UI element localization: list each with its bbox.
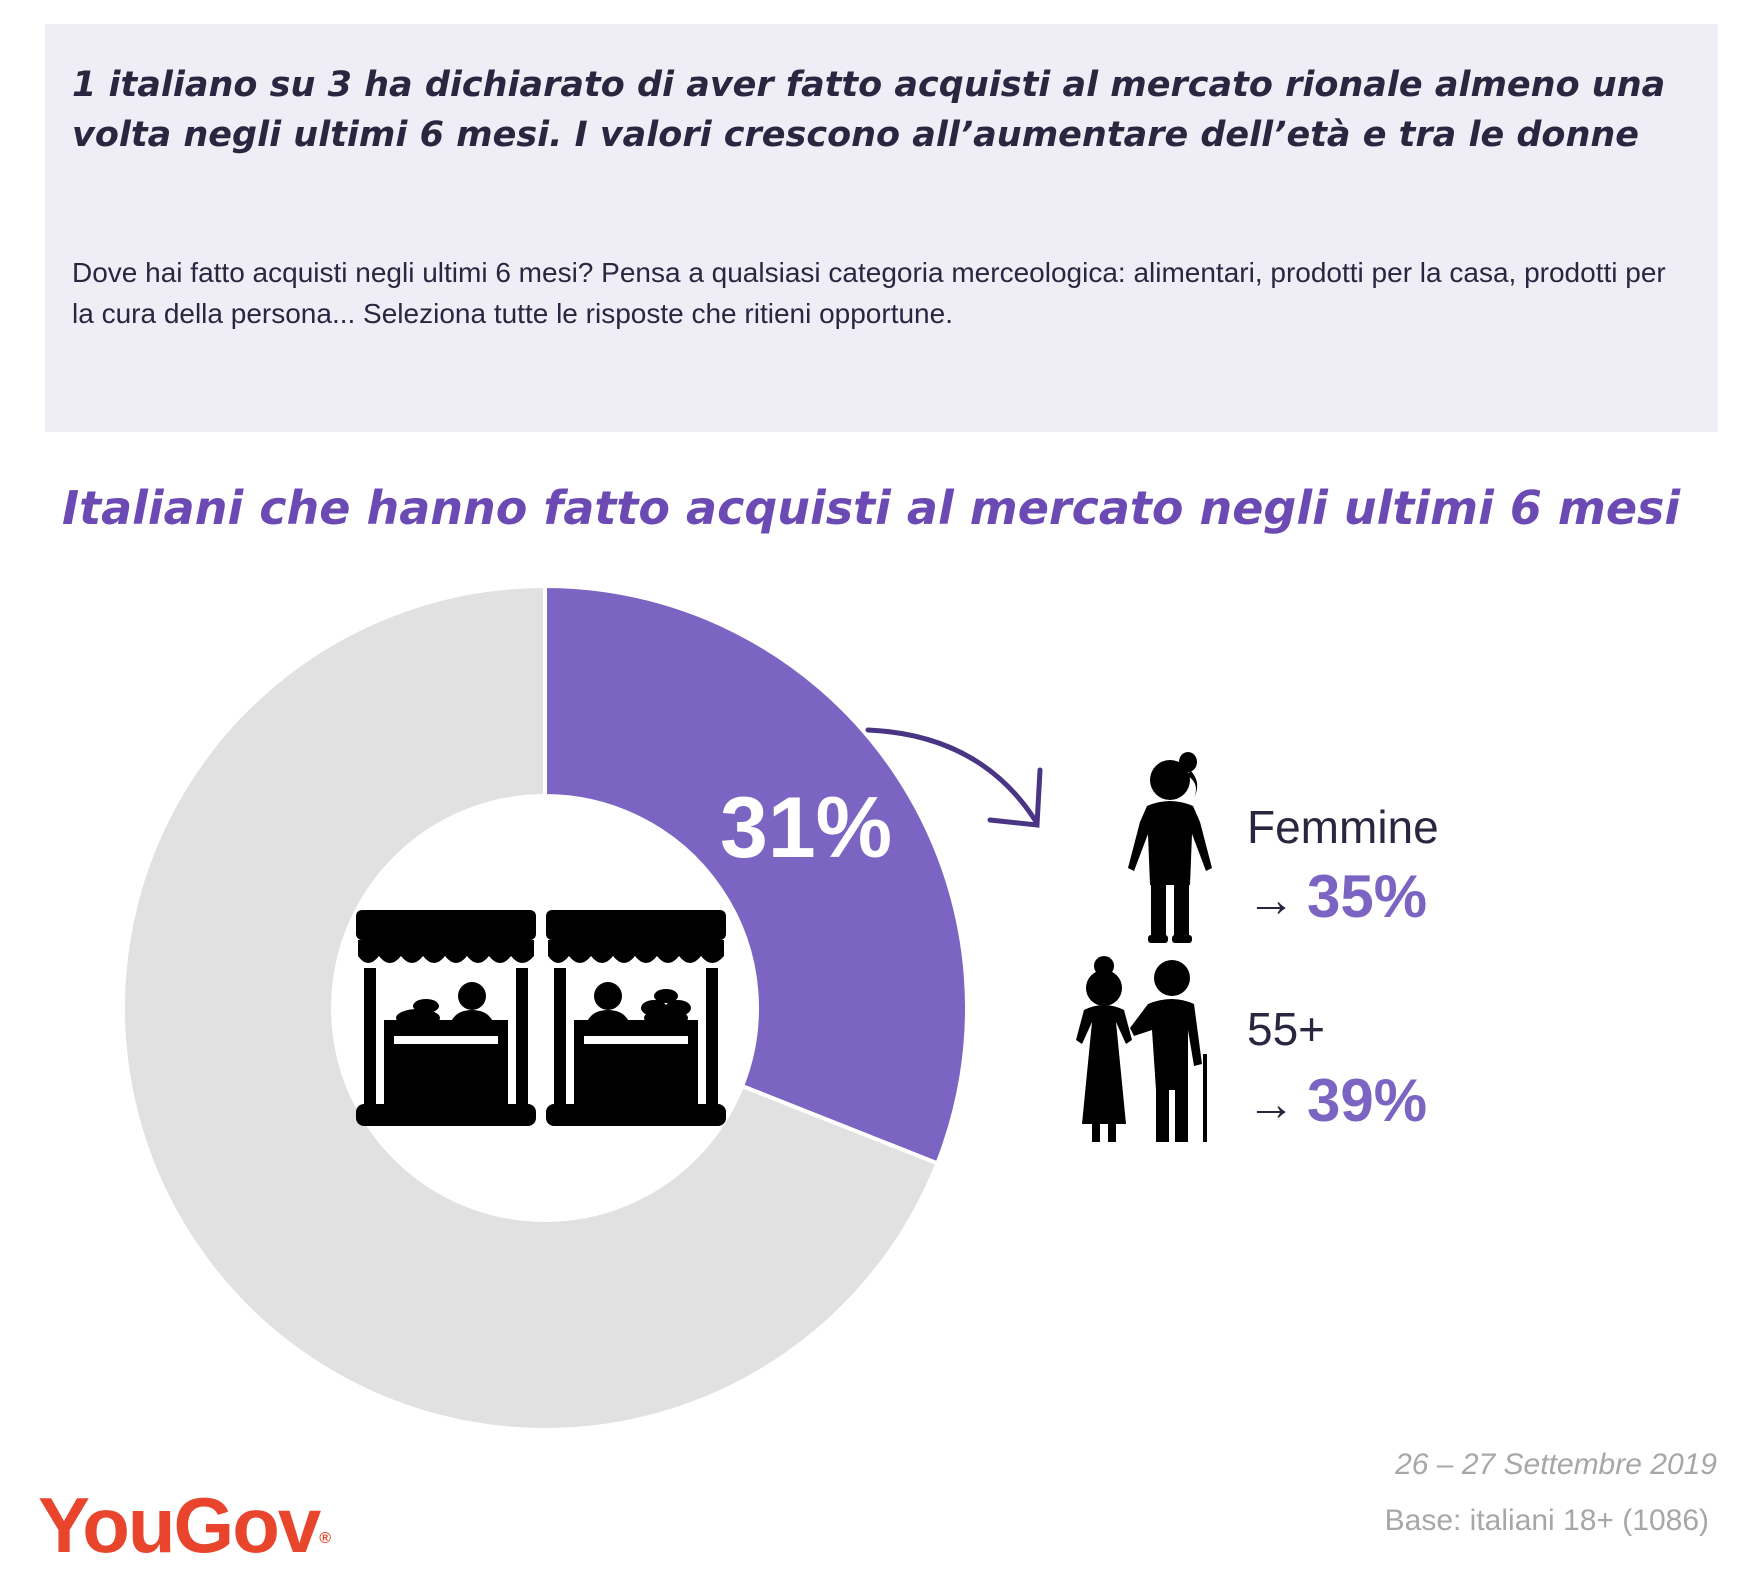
chart-title: Italiani che hanno fatto acquisti al mer… [62,481,1681,535]
header-panel [45,24,1718,432]
elderly-couple-icon [1076,956,1207,1142]
breakdown-percent: 35% [1307,863,1428,930]
survey-question: Dove hai fatto acquisti negli ultimi 6 m… [72,257,1666,329]
donut-value-label: 31% [720,780,893,876]
breakdown-value-femmine: → 35% [1247,862,1427,936]
breakdown-percent: 39% [1307,1067,1428,1134]
yougov-logo: YouGov® [38,1480,331,1570]
breakdown-label-femmine: Femmine [1247,801,1439,853]
breakdown-value-55plus: → 39% [1247,1066,1427,1140]
donut-slice-other [121,583,940,1432]
market-stalls-icon [356,910,726,1126]
registered-mark: ® [319,1530,332,1547]
headline: 1 italiano su 3 ha dichiarato di aver fa… [72,65,1666,155]
survey-base: Base: italiani 18+ (1086) [1384,1504,1709,1537]
woman-icon [1128,752,1212,943]
donut-slice-market [543,583,969,1166]
curved-arrow-icon [865,727,1043,828]
breakdown-label-55plus: 55+ [1247,1003,1326,1055]
survey-date: 26 – 27 Settembre 2019 [1395,1448,1717,1481]
right-arrow-icon: → [1247,874,1295,928]
right-arrow-icon: → [1247,1078,1295,1132]
donut-chart [121,583,969,1432]
logo-text: YouGov [38,1481,321,1569]
